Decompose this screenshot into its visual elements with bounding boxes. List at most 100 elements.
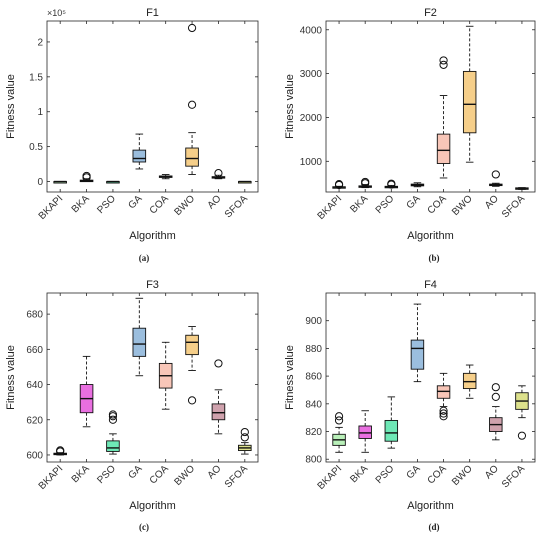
x-tick-label: AO bbox=[206, 463, 224, 481]
y-tick-label: 620 bbox=[26, 415, 43, 426]
x-axis-label: Algorithm bbox=[129, 500, 175, 512]
box-ao bbox=[211, 359, 226, 435]
box-bka bbox=[358, 177, 372, 189]
box-bka bbox=[358, 410, 372, 453]
box-bkapi bbox=[332, 412, 346, 453]
outlier-point bbox=[334, 416, 344, 425]
x-tick-label: COA bbox=[148, 463, 171, 486]
outlier-point bbox=[387, 179, 396, 188]
box-coa bbox=[436, 56, 451, 179]
panel-caption: (b) bbox=[429, 253, 440, 263]
y-tick-label: 900 bbox=[305, 316, 322, 327]
x-tick-label: BKA bbox=[348, 463, 370, 485]
box-bkapi bbox=[53, 180, 67, 184]
box-body bbox=[132, 149, 147, 163]
outlier-point bbox=[439, 412, 448, 421]
box-sfoa bbox=[238, 180, 252, 184]
box-body bbox=[384, 419, 399, 442]
outlier-point bbox=[491, 383, 500, 392]
plot-frame bbox=[46, 20, 259, 193]
outlier-point bbox=[108, 415, 118, 424]
box-ga bbox=[410, 303, 425, 383]
x-tick-label: COA bbox=[426, 463, 449, 486]
outlier-point bbox=[187, 100, 197, 109]
chart-title: F1 bbox=[146, 7, 159, 19]
box-bka bbox=[79, 355, 94, 428]
x-tick-label: BKAPI bbox=[37, 193, 66, 222]
outlier-point bbox=[334, 180, 344, 189]
box-ga bbox=[132, 133, 147, 170]
chart-title: F2 bbox=[424, 7, 437, 19]
outlier-point bbox=[56, 446, 65, 455]
y-tick-label: 3000 bbox=[300, 69, 323, 80]
y-tick-label: 800 bbox=[305, 455, 322, 466]
x-tick-label: BKA bbox=[70, 193, 92, 215]
x-tick-label: GA bbox=[126, 463, 144, 481]
y-tick-label: 4000 bbox=[300, 25, 323, 36]
outlier-point bbox=[361, 177, 370, 187]
box-body bbox=[410, 339, 425, 370]
x-tick-label: PSO bbox=[374, 193, 397, 216]
y-tick-label: 1 bbox=[37, 107, 43, 118]
outlier-point bbox=[491, 170, 500, 179]
box-coa bbox=[158, 341, 173, 410]
box-pso bbox=[106, 180, 120, 184]
y-tick-label: 820 bbox=[305, 427, 322, 438]
box-ao bbox=[211, 169, 226, 180]
x-tick-label: GA bbox=[405, 463, 423, 481]
y-tick-label: 880 bbox=[305, 344, 322, 355]
x-tick-label: BKA bbox=[70, 463, 92, 485]
outlier-point bbox=[439, 56, 448, 65]
box-bwo bbox=[462, 364, 477, 399]
y-axis-label: Fitness value bbox=[284, 345, 296, 410]
box-sfoa bbox=[515, 187, 529, 190]
y-axis-label: Fitness value bbox=[5, 345, 17, 410]
outlier-point bbox=[517, 431, 527, 440]
x-tick-label: GA bbox=[405, 193, 423, 211]
x-tick-label: AO bbox=[483, 463, 501, 481]
y-tick-label: 2 bbox=[37, 37, 43, 48]
outlier-point bbox=[439, 60, 448, 69]
box-pso bbox=[106, 410, 120, 455]
x-tick-label: SFOA bbox=[223, 193, 250, 220]
box-ga bbox=[410, 182, 425, 188]
x-tick-label: COA bbox=[148, 193, 171, 216]
x-tick-label: SFOA bbox=[223, 463, 250, 490]
plot-frame bbox=[46, 292, 259, 463]
outlier-point bbox=[240, 433, 249, 442]
chart-panel-1: F1 0 0.5 1 1.5 2 ×10⁵ Fitness value BKAPI BKA PSO G… bbox=[5, 7, 259, 263]
outlier-point bbox=[82, 171, 91, 181]
box-bkapi bbox=[332, 180, 346, 190]
chart-panel-2: F2 1000 2000 3000 4000 Fitness value BKAPI BKA P… bbox=[284, 7, 536, 263]
box-coa bbox=[436, 372, 451, 421]
x-tick-label: PSO bbox=[95, 463, 118, 486]
chart-panel-3: F3 600 620 640 660 680 Fitness value BKAPI BKA PS… bbox=[5, 279, 259, 532]
y-tick-label: 600 bbox=[26, 450, 43, 461]
x-tick-label: BWO bbox=[450, 193, 475, 218]
y-tick-label: 860 bbox=[305, 372, 322, 383]
x-axis-label: Algorithm bbox=[407, 230, 453, 242]
panel-caption: (c) bbox=[139, 522, 149, 532]
box-body bbox=[132, 327, 147, 357]
box-body bbox=[462, 70, 477, 134]
panel-caption: (d) bbox=[429, 522, 440, 532]
chart-panel-4: F4 800 820 840 860 880 900 Fitness value BKAPI BK… bbox=[284, 279, 536, 532]
x-tick-label: SFOA bbox=[500, 193, 527, 220]
x-tick-label: AO bbox=[483, 193, 501, 211]
box-ao bbox=[489, 383, 503, 441]
box-ao bbox=[489, 170, 503, 187]
box-bwo bbox=[185, 23, 199, 176]
x-tick-label: PSO bbox=[95, 193, 118, 216]
plot-frame bbox=[325, 20, 536, 193]
outlier-point bbox=[214, 169, 223, 178]
x-tick-label: BKAPI bbox=[316, 463, 345, 492]
y-tick-label: 840 bbox=[305, 399, 322, 410]
box-bkapi bbox=[53, 446, 67, 456]
y-tick-label: 660 bbox=[26, 345, 43, 356]
y-exponent-label: ×10⁵ bbox=[47, 8, 66, 18]
y-tick-label: 680 bbox=[26, 310, 43, 321]
outlier-point bbox=[187, 396, 197, 405]
x-axis-label: Algorithm bbox=[407, 500, 453, 512]
x-tick-label: AO bbox=[206, 193, 224, 211]
